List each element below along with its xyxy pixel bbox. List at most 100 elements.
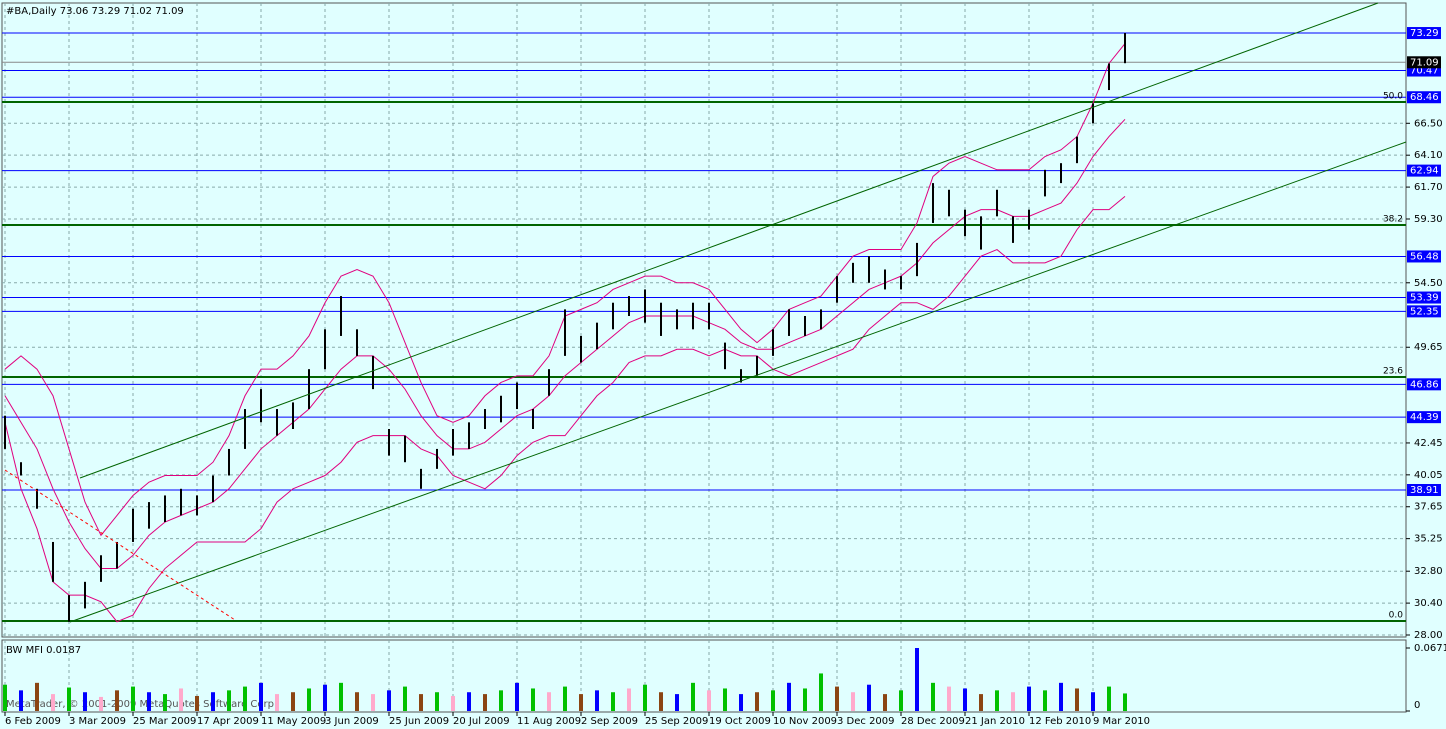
mfi-bar [211,692,215,711]
y-tick-label: 42.45 [1414,438,1443,449]
mfi-bar [307,688,311,711]
x-tick-label: 3 Jun 2009 [325,716,379,727]
price-level-box [1407,91,1441,104]
mfi-bar [659,692,663,711]
price-level-box [1407,291,1441,304]
channel-upper [79,2,1379,479]
indicator-panel [1,639,1407,713]
price-level-box [1407,250,1441,263]
mfi-bar [179,688,183,711]
x-tick-label: 3 Dec 2009 [837,716,895,727]
x-tick-label: 6 Feb 2009 [5,716,61,727]
price-level-box [1407,164,1441,177]
price-level-label: 68.46 [1410,92,1439,103]
indicator-tick-label: 0.0671 [1414,643,1446,654]
y-tick-label: 35.25 [1414,534,1443,545]
mfi-bar [35,682,39,711]
mfi-bar [419,694,423,711]
mfi-bar [195,695,199,711]
mfi-bar [867,684,871,711]
mfi-bar [819,673,823,711]
mfi-bar [483,694,487,711]
mfi-bar [547,692,551,711]
mfi-bar [771,690,775,711]
mfi-bar [691,682,695,711]
mfi-bar [947,686,951,711]
x-tick-label: 2 Sep 2009 [581,716,638,727]
mfi-bar [531,688,535,711]
x-tick-label: 11 Aug 2009 [517,716,581,727]
mfi-bar [275,694,279,711]
price-level-label: 38.91 [1410,485,1439,496]
price-level-box [1407,27,1441,40]
x-tick-label: 19 Oct 2009 [709,716,771,727]
band-lower [4,196,1126,623]
mfi-bar [163,694,167,711]
mfi-bar [803,688,807,711]
band-middle [4,118,1126,570]
grid-layer [2,3,1406,712]
mfi-bar [899,690,903,711]
mfi-bar [851,692,855,711]
mfi-bar [1011,692,1015,711]
mfi-bar [259,682,263,711]
mfi-bar [227,690,231,711]
mfi-bar [291,692,295,711]
x-tick-label: 28 Dec 2009 [901,716,965,727]
mfi-bar [787,682,791,711]
mfi-bar [979,694,983,711]
y-tick-label: 49.65 [1414,342,1443,353]
mfi-bar [387,690,391,711]
red-dashed-line [4,469,236,621]
mfi-bar [1123,693,1127,711]
y-tick-label: 66.50 [1414,118,1443,129]
mfi-bar [435,692,439,711]
mfi-bar [579,694,583,711]
mfi-bar [147,692,151,711]
mfi-bar [3,684,7,711]
mfi-bar [115,690,119,711]
fib-label: 38.2 [1383,214,1403,224]
mfi-bar [595,690,599,711]
price-level-box [1407,411,1441,424]
mfi-bar [51,694,55,711]
mfi-bar [499,690,503,711]
mfi-bar [723,688,727,711]
y-tick-label: 32.80 [1414,566,1443,577]
chart-title: #BA,Daily 73.06 73.29 71.02 71.09 [6,6,184,17]
y-tick-label: 30.40 [1414,598,1443,609]
mfi-bar [1107,686,1111,711]
mfi-bar [1075,688,1079,711]
y-tick-label: 37.65 [1414,502,1443,513]
mfi-bar [675,694,679,711]
mfi-bar [963,688,967,711]
mfi-bar [19,690,23,711]
x-tick-label: 12 Feb 2010 [1029,716,1091,727]
mfi-bar [931,682,935,711]
watermark: MetaTrader, © 2001-2009 MetaQuotes Softw… [6,699,277,710]
mfi-bar [995,690,999,711]
price-level-box [1407,483,1441,496]
mfi-bar [1091,692,1095,711]
mfi-bar [323,684,327,711]
mfi-bar [1059,682,1063,711]
mfi-bar [643,684,647,711]
price-level-label: 73.29 [1410,28,1439,39]
price-level-label: 56.48 [1410,251,1439,262]
mfi-bar [611,692,615,711]
x-tick-label: 11 May 2009 [261,716,326,727]
mfi-bar [67,687,71,711]
mfi-bar [1027,686,1031,711]
current-price-box [1407,56,1441,69]
mfi-bar [883,694,887,711]
mfi-bar [451,695,455,711]
mfi-bar [355,692,359,711]
y-tick-label: 64.10 [1414,150,1443,161]
mfi-bar [243,686,247,711]
price-level-label: 52.35 [1410,306,1439,317]
current-price-label: 71.09 [1410,57,1439,68]
mfi-bar [627,688,631,711]
price-level-label: 53.39 [1410,293,1439,304]
